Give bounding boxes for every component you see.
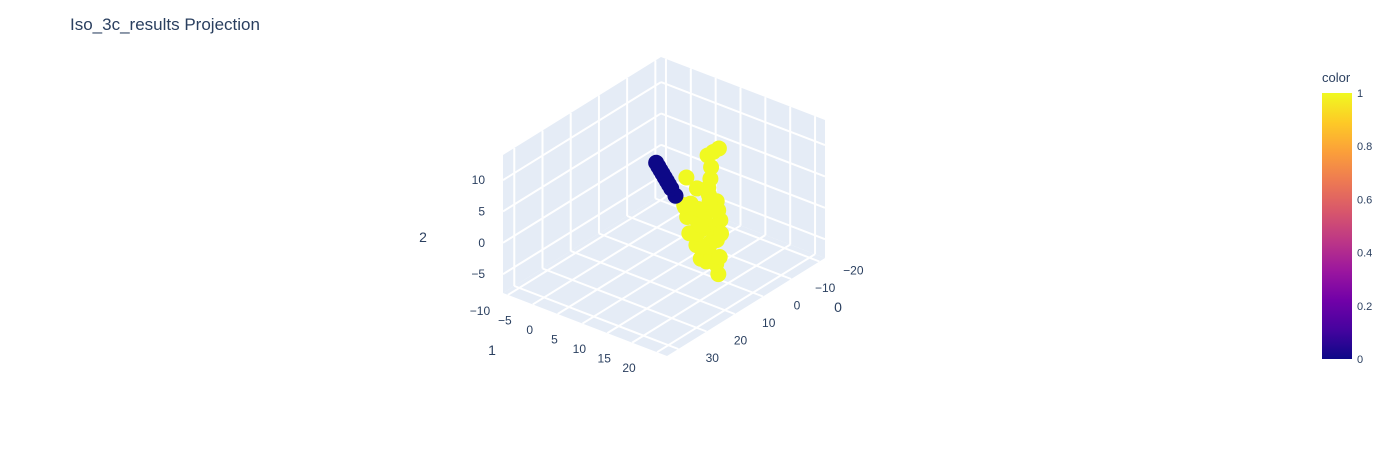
grid-y-bottom	[656, 253, 816, 354]
grid-z-back-yz	[660, 81, 826, 147]
y-tick-label: 15	[598, 352, 612, 366]
colorbar-tick-label: 1	[1357, 88, 1363, 100]
z-tick-label: 10	[472, 173, 486, 187]
x-tick-label: 30	[706, 351, 720, 365]
x-tick-label: −10	[815, 281, 836, 295]
grid-y-bottom	[507, 196, 667, 296]
z-tick-label: 0	[478, 236, 485, 250]
grid-y-bottom	[606, 234, 766, 334]
y-tick-label: −10	[470, 304, 491, 318]
colorbar-tick-label: 0.8	[1357, 141, 1372, 153]
colorbar: color 0 0.2 0.4 0.6 0.8 1	[1322, 70, 1372, 366]
colorbar-gradient	[1322, 93, 1352, 359]
y-axis-label: 1	[488, 342, 496, 358]
scene-3d[interactable]: −20 −10 0 10 20 30 −10 −5 0 5 10 15 20 −5 0 5 10 0 1 2	[419, 57, 864, 375]
colorbar-title: color	[1322, 70, 1351, 85]
y-tick-label: 0	[526, 323, 533, 337]
grid-x-bottom	[598, 232, 764, 298]
scatter-point-series-1	[713, 225, 730, 242]
scatter-point-series-1	[693, 238, 710, 255]
grid-z-back-xz	[502, 112, 662, 213]
grid-y-bottom	[532, 205, 692, 306]
x-tick-label: 10	[762, 316, 776, 330]
colorbar-tick-label: 0.4	[1357, 248, 1372, 260]
grid-z-back-xz	[502, 175, 662, 276]
z-tick-label: 5	[478, 204, 485, 218]
grid-z-back-yz	[660, 112, 826, 178]
y-tick-label: 20	[622, 361, 636, 375]
colorbar-tick-label: 0.2	[1357, 301, 1372, 313]
x-tick-label: 20	[734, 334, 748, 348]
scatter-point-series-1	[710, 140, 727, 157]
scatter-point-series-1	[701, 193, 718, 210]
x-tick-label: −20	[843, 264, 864, 278]
grid-z-back-yz	[660, 175, 826, 241]
scatter-point-series-1	[678, 169, 695, 186]
pane-bottom	[503, 195, 825, 356]
grid-x-bottom	[542, 267, 707, 333]
scatter-point-series-1	[692, 217, 709, 234]
grid-z-back-yz	[660, 143, 826, 209]
z-axis-label: 2	[419, 229, 427, 245]
scatter-point-series-1	[703, 159, 720, 176]
chart-title: Iso_3c_results Projection	[70, 15, 260, 34]
y-tick-label: 5	[551, 333, 558, 347]
colorbar-tick-label: 0	[1357, 354, 1363, 366]
grid-y-bottom	[631, 243, 791, 344]
grid-z-back-xz	[502, 81, 662, 181]
z-tick-label: −5	[471, 267, 485, 281]
scatter-point-series-0	[648, 154, 665, 171]
grid-x-bottom	[513, 285, 679, 350]
grid-z-back-xz	[502, 143, 662, 244]
x-axis-label: 0	[834, 299, 842, 315]
colorbar-tick-label: 0.6	[1357, 194, 1372, 206]
y-tick-label: −5	[498, 313, 512, 327]
grid-x-bottom	[570, 250, 736, 315]
y-tick-label: 10	[573, 342, 587, 356]
x-tick-label: 0	[794, 299, 801, 313]
scatter-point-series-1	[711, 249, 728, 266]
